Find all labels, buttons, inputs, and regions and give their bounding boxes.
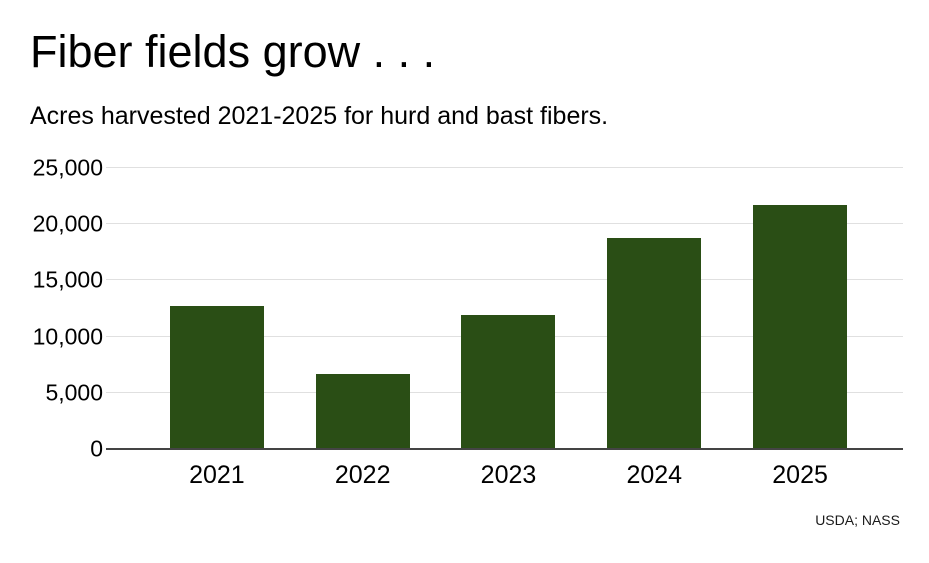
bar-2024 <box>607 237 702 449</box>
x-tick-label-2021: 2021 <box>189 461 245 489</box>
plot-area <box>106 167 903 450</box>
gridline-15000 <box>106 279 903 281</box>
gridline-20000 <box>106 223 903 225</box>
bar-slot-2024 <box>581 168 727 449</box>
bars <box>106 168 903 449</box>
gridline-25000 <box>106 167 903 168</box>
x-axis: 2021 2022 2023 2024 2025 <box>106 460 903 490</box>
bar-2023 <box>461 315 556 449</box>
bar-slot-2023 <box>436 168 582 449</box>
x-tick-label-2022: 2022 <box>334 461 391 489</box>
y-tick-label-15000: 15,000 <box>32 266 103 293</box>
bar-2025 <box>753 205 848 449</box>
y-tick-label-10000: 10,000 <box>32 323 103 350</box>
y-tick-label-20000: 20,000 <box>32 210 103 237</box>
bar-slot-2025 <box>727 168 873 449</box>
source-note: USDA; NASS <box>815 512 900 528</box>
bar-2021 <box>169 306 264 449</box>
bar-slot-2022 <box>290 168 436 449</box>
bar-2022 <box>315 373 410 449</box>
bar-slot-2021 <box>144 168 290 449</box>
x-tick-label-2024: 2024 <box>626 461 683 489</box>
chart-title: Fiber fields grow . . . <box>30 26 436 77</box>
y-tick-label-0: 0 <box>90 435 103 462</box>
x-axis-line <box>106 448 903 450</box>
chart-subtitle: Acres harvested 2021-2025 for hurd and b… <box>30 102 609 130</box>
x-tick-label-2025: 2025 <box>772 461 828 489</box>
x-tick-label-2023: 2023 <box>480 461 537 489</box>
y-tick-label-25000: 25,000 <box>32 154 103 181</box>
y-tick-label-5000: 5,000 <box>45 379 103 406</box>
y-axis: 0 5,000 10,000 15,000 20,000 25,000 <box>0 156 103 460</box>
